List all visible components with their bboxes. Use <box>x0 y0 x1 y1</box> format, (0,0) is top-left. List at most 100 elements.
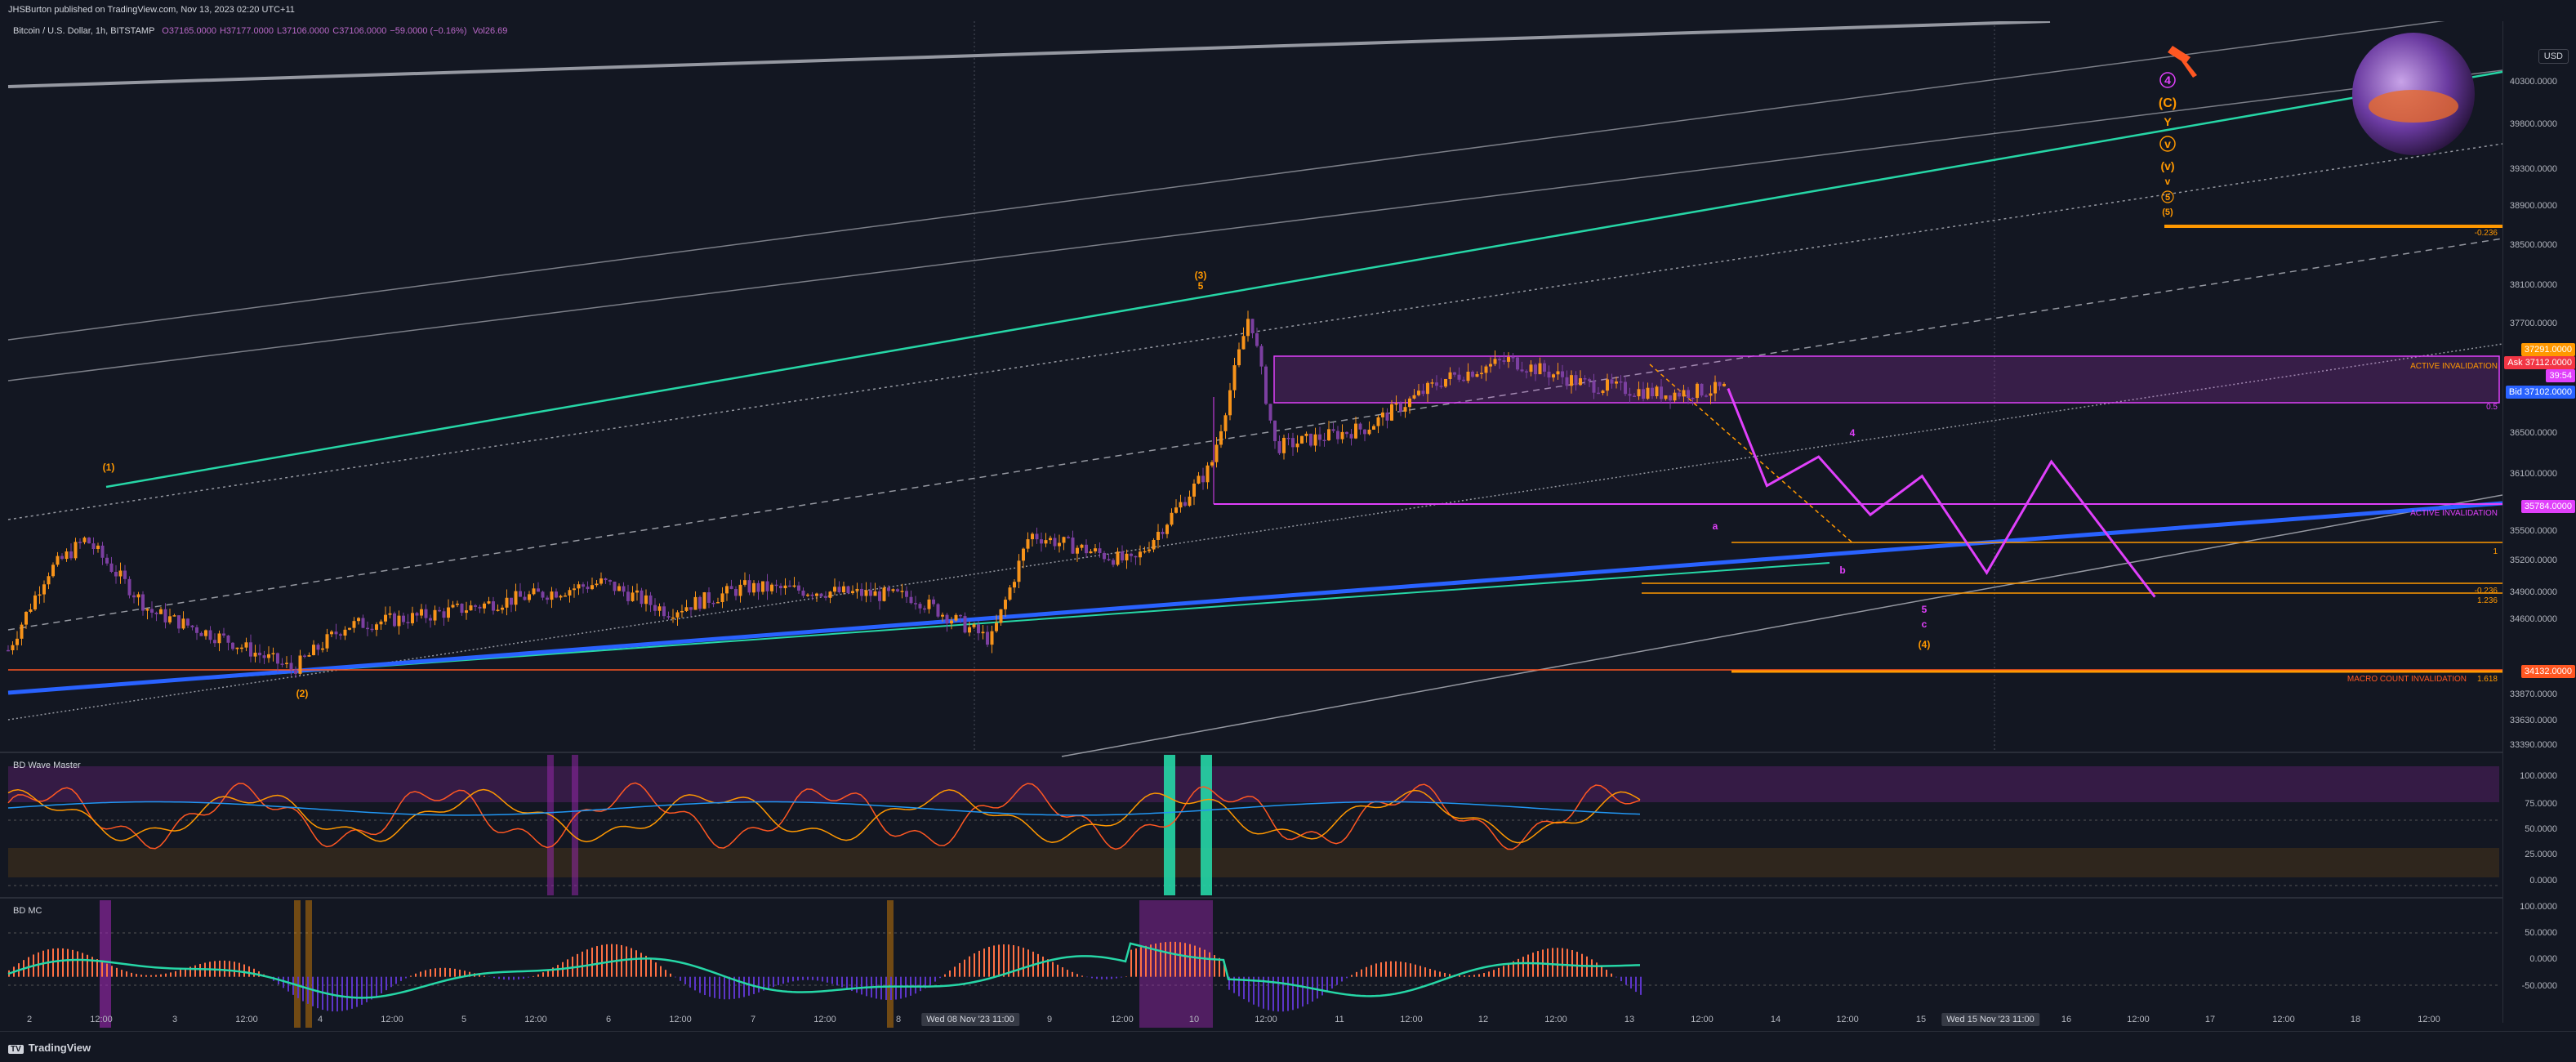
momentum-bar <box>1199 948 1201 977</box>
candle-body <box>1269 404 1272 420</box>
momentum-bar <box>635 950 637 976</box>
candle-body <box>1665 395 1668 399</box>
candle-body <box>380 622 383 624</box>
candle-body <box>1458 375 1461 380</box>
momentum-bar <box>523 977 524 979</box>
momentum-bar <box>1527 955 1529 977</box>
candle-body <box>1174 507 1178 513</box>
candle-body <box>83 538 87 542</box>
time-tick: 17 <box>2205 1015 2215 1024</box>
candle-body <box>546 598 549 600</box>
momentum-bar <box>827 977 828 983</box>
candle-body <box>896 589 899 591</box>
candle-body <box>649 596 653 605</box>
oscillator-title: BD Wave Master <box>13 761 81 770</box>
candle-body <box>434 610 437 621</box>
wave-v-label: v <box>2164 137 2171 150</box>
momentum-bar <box>631 948 632 977</box>
price-tick: 38900.0000 <box>2510 201 2557 211</box>
candle-body <box>851 591 854 593</box>
candle-body <box>402 616 405 622</box>
momentum-bar <box>1591 959 1593 976</box>
candle-body <box>555 591 558 597</box>
time-tick: 7 <box>751 1015 755 1024</box>
momentum-bar <box>1321 977 1323 996</box>
candle-body <box>1210 462 1214 466</box>
candle-body <box>204 630 207 636</box>
momentum-bar <box>1174 942 1176 977</box>
candle-body <box>959 615 962 617</box>
candle-body <box>1251 319 1255 333</box>
candle-body <box>1368 430 1371 434</box>
fib-0236-label: -0.236 <box>2475 587 2498 596</box>
candle-body <box>829 591 832 598</box>
momentum-bar <box>1135 948 1137 977</box>
candle-body <box>456 604 459 605</box>
candle-body <box>869 590 872 596</box>
candle-body <box>213 640 216 643</box>
candle-body <box>914 603 917 605</box>
momentum-bar <box>1488 971 1490 976</box>
candle-body <box>146 609 149 610</box>
candle-body <box>236 648 239 649</box>
candle-body <box>842 587 845 592</box>
momentum-bar <box>626 946 627 976</box>
momentum-bar <box>1346 977 1348 979</box>
candle-body <box>973 624 976 627</box>
candle-body <box>941 615 944 617</box>
price-tick: 35500.0000 <box>2510 526 2557 536</box>
candle-body <box>1148 550 1151 551</box>
momentum-bar <box>449 968 451 977</box>
candle-body <box>1530 364 1533 372</box>
momentum-bar <box>57 948 59 977</box>
momentum-bar <box>297 977 299 998</box>
momentum-bar <box>1478 974 1480 976</box>
momentum-bar <box>1385 962 1387 977</box>
candle-body <box>87 538 91 543</box>
candle-body <box>1058 542 1061 546</box>
candle-body <box>1381 413 1384 417</box>
momentum-bar <box>312 977 314 1006</box>
candle-body <box>1512 357 1515 359</box>
candle-body <box>1413 395 1416 399</box>
candle-body <box>42 584 46 594</box>
candle-body <box>613 582 617 591</box>
momentum-bar <box>361 977 363 1005</box>
candle-body <box>631 592 635 600</box>
wave-5-label: 5 <box>2165 193 2170 203</box>
publish-line: JHSBurton published on TradingView.com, … <box>8 5 295 15</box>
momentum-bar <box>1081 975 1083 976</box>
candle-body <box>662 606 666 616</box>
momentum-tick: 100.0000 <box>2520 902 2557 912</box>
fib-1618-label: 1.618 <box>2477 675 2498 684</box>
candle-body <box>452 605 455 607</box>
candle-body <box>1534 364 1537 374</box>
candle-body <box>968 627 971 633</box>
active-invalidation-lower: ACTIVE INVALIDATION <box>2410 509 2498 518</box>
candle-body <box>1471 372 1474 377</box>
candle-body <box>1116 551 1120 564</box>
candle-body <box>573 588 576 590</box>
momentum-bar <box>1380 962 1382 977</box>
momentum-bar <box>376 977 377 997</box>
candle-body <box>398 616 401 627</box>
momentum-bar <box>1459 975 1460 977</box>
candle-body <box>1723 384 1726 386</box>
momentum-bar <box>503 977 505 979</box>
momentum-bar <box>126 971 127 977</box>
price-tag: Bid 37102.0000 <box>2506 386 2575 399</box>
candle-body <box>38 595 42 596</box>
candle-body <box>802 591 805 596</box>
candle-body <box>559 596 563 597</box>
momentum-bar <box>1635 977 1637 992</box>
candle-body <box>510 598 513 605</box>
candle-body <box>946 615 949 624</box>
main-chart[interactable]: (3) 5 (1) (2) (4) c 5 a b 4 4 (C) Y v (v… <box>0 21 2502 1029</box>
candle-body <box>186 618 189 625</box>
candle-body <box>1615 382 1618 384</box>
currency-button[interactable]: USD <box>2538 49 2569 64</box>
candle-body <box>1660 386 1663 399</box>
